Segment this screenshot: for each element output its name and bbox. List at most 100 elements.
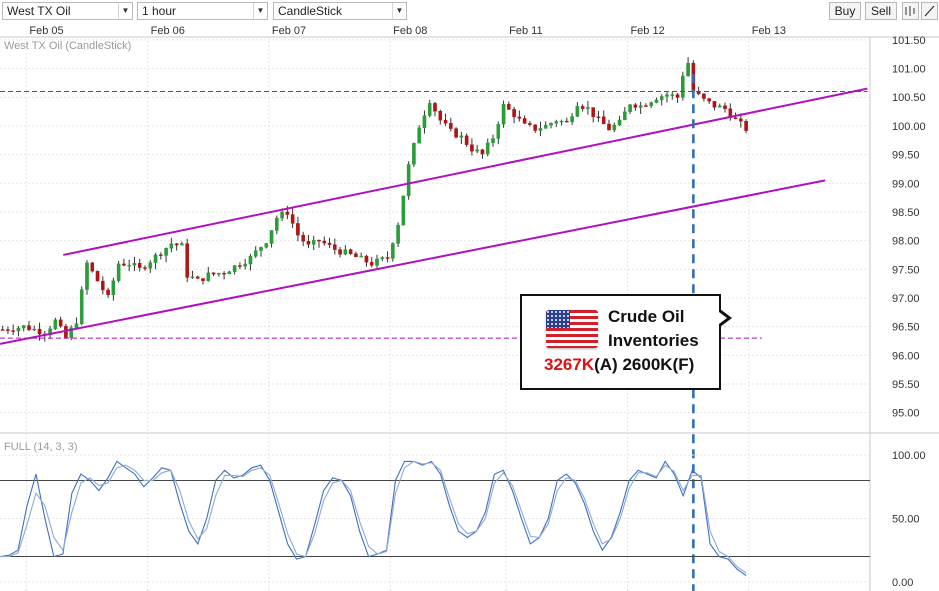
- candle: [417, 125, 421, 144]
- price-chart-svg[interactable]: 101.50 101.00 100.50 100.00 99.50 99.00 98.50 9…: [0, 22, 939, 591]
- candle: [180, 241, 184, 246]
- oscillator-series-k: [0, 460, 747, 577]
- candle: [143, 265, 147, 271]
- channel-lower-line: [0, 179, 826, 345]
- candle: [101, 276, 105, 295]
- x-tick-label: Feb 13: [752, 25, 786, 37]
- candle: [596, 110, 601, 122]
- candle: [570, 113, 574, 126]
- y-tick-label: 97.50: [892, 264, 920, 276]
- candle: [201, 278, 205, 285]
- x-tick-label: Feb 05: [29, 25, 63, 37]
- candle: [543, 121, 548, 129]
- instrument-select[interactable]: West TX Oil ▼: [2, 2, 133, 20]
- candle: [343, 245, 348, 256]
- candle: [69, 325, 73, 341]
- candle: [702, 93, 706, 102]
- candle: [617, 115, 622, 126]
- candle: [644, 103, 648, 107]
- candle: [153, 252, 158, 270]
- candle: [601, 110, 606, 125]
- y-tick-label: 101.50: [892, 35, 926, 47]
- candle: [190, 270, 195, 279]
- candle: [32, 325, 37, 332]
- callout-subtitle: Inventories: [608, 331, 699, 350]
- candle: [433, 101, 437, 117]
- candle: [517, 110, 522, 122]
- candle: [586, 100, 590, 115]
- candle: [665, 91, 669, 103]
- candle: [654, 97, 659, 104]
- chart-background: [0, 22, 939, 591]
- event-callout: Crude Oil Inventories 3267K(A) 2600K(F): [520, 294, 721, 390]
- candle: [206, 266, 211, 282]
- candle: [227, 270, 232, 275]
- candle: [396, 222, 400, 247]
- candle: [575, 102, 580, 118]
- candle: [649, 101, 653, 109]
- candle: [248, 253, 253, 271]
- chart-area[interactable]: 101.50 101.00 100.50 100.00 99.50 99.00 98.50 9…: [0, 22, 939, 591]
- candle: [427, 99, 432, 118]
- draw-tool-button[interactable]: [921, 2, 938, 20]
- candle: [459, 131, 464, 144]
- candle: [264, 243, 269, 249]
- candle: [243, 258, 247, 270]
- chart-title: West TX Oil (CandleStick): [4, 40, 131, 52]
- x-tick-label: Feb 07: [272, 25, 306, 37]
- candle: [185, 238, 189, 283]
- timeframe-select[interactable]: 1 hour ▼: [137, 2, 268, 20]
- candle: [628, 103, 632, 114]
- candle: [512, 106, 516, 124]
- buy-button[interactable]: Buy: [829, 2, 861, 20]
- candle: [317, 239, 321, 248]
- callout-actual-suffix: (A): [594, 355, 618, 374]
- y-tick-label: 98.50: [892, 207, 920, 219]
- candle: [85, 260, 89, 295]
- candle: [744, 119, 748, 134]
- candle: [211, 272, 216, 277]
- candle: [686, 57, 690, 77]
- x-tick-label: Feb 06: [151, 25, 185, 37]
- candle: [591, 107, 595, 123]
- candle: [623, 106, 627, 121]
- candle: [723, 102, 727, 113]
- candle: [359, 252, 363, 258]
- candle: [127, 259, 131, 272]
- indicators-button[interactable]: [902, 2, 919, 20]
- callout-title: Crude Oil: [608, 307, 685, 326]
- candle: [681, 71, 685, 101]
- candle: [21, 325, 26, 332]
- candle: [707, 98, 711, 104]
- callout-values: 3267K(A) 2600K(F): [544, 354, 694, 376]
- candle: [338, 247, 342, 258]
- oscillator-y-tick-label: 50.00: [892, 514, 920, 526]
- candle: [27, 320, 31, 331]
- sell-button[interactable]: Sell: [865, 2, 897, 20]
- candle: [406, 161, 411, 200]
- candle: [375, 254, 379, 269]
- candle: [364, 254, 369, 267]
- candle: [391, 242, 395, 262]
- candle: [401, 195, 406, 226]
- y-tick-label: 96.50: [892, 322, 920, 334]
- us-flag-icon: [546, 310, 598, 348]
- candle: [454, 127, 458, 139]
- x-tick-label: Feb 12: [630, 25, 664, 37]
- y-tick-label: 95.00: [892, 408, 920, 420]
- candle: [79, 286, 84, 326]
- y-tick-label: 97.00: [892, 293, 920, 305]
- candle: [549, 122, 553, 129]
- candle: [301, 231, 305, 247]
- chart-type-select-value: CandleStick: [278, 4, 343, 18]
- candle: [169, 237, 174, 253]
- chevron-down-icon: ▼: [118, 3, 132, 19]
- candle: [380, 256, 385, 262]
- candle: [507, 101, 511, 110]
- candle: [137, 258, 142, 272]
- oscillator-y-tick-label: 0.00: [892, 577, 913, 589]
- chart-type-select[interactable]: CandleStick ▼: [273, 2, 407, 20]
- candle: [443, 113, 448, 126]
- candle: [195, 275, 200, 279]
- candle: [174, 242, 179, 251]
